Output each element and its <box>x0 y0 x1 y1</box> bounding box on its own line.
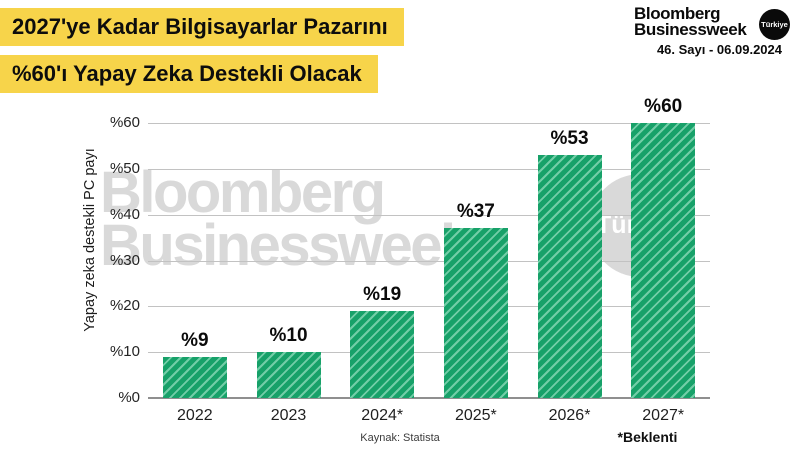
y-tick-label: %40 <box>109 205 140 223</box>
x-tick-label: 2024* <box>361 407 404 424</box>
bar-2027* <box>631 123 696 398</box>
bar-value-label: %60 <box>644 96 683 117</box>
bar-slot-2026*: %53 <box>523 123 617 398</box>
headline-line-1: 2027'ye Kadar Bilgisayarlar Pazarını <box>0 8 404 46</box>
gridline-50 <box>148 168 710 170</box>
bar-slot-2023: %10 <box>242 123 336 398</box>
x-axis-line <box>148 397 710 399</box>
bar-value-label: %9 <box>181 329 209 351</box>
gridline-40 <box>148 214 710 216</box>
brand-line-2: Businessweek <box>634 20 747 39</box>
gridline-30 <box>148 260 710 262</box>
bar-2025* <box>443 228 508 398</box>
bar-2026* <box>537 155 602 398</box>
bar-2022 <box>162 356 227 398</box>
bar-value-label: %10 <box>269 325 308 347</box>
x-tick-label: 2023 <box>270 407 307 424</box>
bar-2024* <box>350 310 415 398</box>
watermark-logo: Bloomberg Businessweek <box>100 160 472 278</box>
brand-line-1: Bloomberg <box>634 4 721 23</box>
footnote-beklenti: *Beklenti <box>617 429 678 445</box>
watermark-line-2: Businessweek <box>100 213 472 278</box>
y-tick-label: %0 <box>118 389 140 406</box>
headline-line-2: %60'ı Yapay Zeka Destekli Olacak <box>0 55 378 93</box>
x-tick-label: 2027* <box>642 407 685 424</box>
bar-2023 <box>256 352 321 398</box>
y-tick-label: %30 <box>109 251 140 269</box>
watermark-line-1: Bloomberg <box>100 160 386 225</box>
gridline-60 <box>148 123 710 124</box>
y-tick-label: %60 <box>109 114 140 131</box>
y-tick-label: %10 <box>109 343 140 361</box>
y-tick-label: %20 <box>109 297 140 315</box>
turkiye-badge: Türkiye <box>759 9 790 40</box>
bar-value-label: %37 <box>456 201 495 223</box>
bar-series: %9 %10 %19 %37 %53 %60 <box>148 96 710 398</box>
x-axis-labels: 2022 2023 2024* 2025* 2026* 2027* <box>148 407 710 425</box>
plot-gridlines <box>148 123 710 399</box>
bar-slot-2024*: %19 <box>335 123 429 398</box>
bloomberg-businessweek-logo: Bloomberg Businessweek <box>634 4 747 39</box>
gridline-20 <box>148 306 710 308</box>
bar-slot-2027*: %60 <box>616 96 710 398</box>
y-tick-label: %50 <box>109 159 140 177</box>
x-tick-label: 2022 <box>177 407 213 424</box>
x-tick-label: 2026* <box>548 407 591 424</box>
source-note: Kaynak: Statista <box>360 432 440 444</box>
bar-value-label: %19 <box>363 283 402 305</box>
bar-slot-2022: %9 <box>148 123 242 398</box>
issue-date: 46. Sayı - 06.09.2024 <box>656 42 782 57</box>
bar-slot-2025*: %37 <box>429 123 523 398</box>
gridline-10 <box>148 352 710 354</box>
bar-value-label: %53 <box>550 128 589 150</box>
turkiye-badge-label: Türkiye <box>761 20 788 29</box>
x-tick-label: 2025* <box>454 407 497 424</box>
